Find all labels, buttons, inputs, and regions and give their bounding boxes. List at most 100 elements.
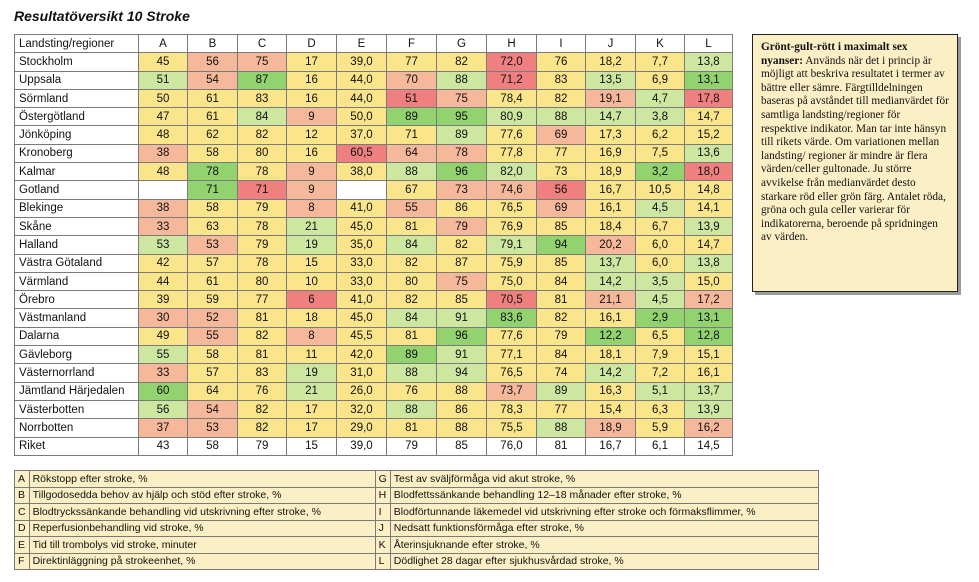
value-cell-i: 76 [536,52,586,72]
value-cell-l: 12,8 [684,326,733,347]
value-cell-h: 76,9 [486,216,537,237]
value-cell-f: 82 [386,253,437,273]
region-name: Kalmar [14,162,139,182]
value-cell-i: 83 [536,70,586,90]
value-cell-l: 14,7 [684,235,733,255]
value-cell-d: 8 [286,198,337,218]
legend-text: Tillgodosedda behov av hjälp och stöd ef… [28,486,376,504]
region-name: Dalarna [14,326,139,347]
value-cell-f: 89 [386,107,437,127]
value-cell-g: 82 [436,52,487,72]
value-cell-l: 15,2 [684,125,733,145]
value-cell-a: 45 [138,52,188,72]
value-cell-e: 33,0 [336,253,387,273]
value-cell-i: 88 [536,107,586,127]
value-cell-k: 6,0 [635,253,685,273]
table-row: Västra Götaland 42 57 78 15 33,0 82 87 75,9 85 13,… [14,253,733,273]
value-cell-c: 78 [237,162,287,182]
table-row: Stockholm 45 56 75 17 39,0 77 82 72,0 76 18,2 7,7 13… [14,52,733,72]
value-cell-i: 85 [536,216,586,237]
value-cell-i: 77 [536,399,586,420]
value-cell-a: 53 [138,235,188,255]
value-cell-i: 94 [536,235,586,255]
value-cell-b: 58 [187,198,238,218]
value-cell-d: 6 [286,290,337,310]
value-cell-h: 80,9 [486,107,537,127]
legend-text: Reperfusionbehandling vid stroke, % [28,519,376,537]
value-cell-g: 94 [436,363,487,383]
region-name: Uppsala [14,70,139,90]
value-cell-k: 4,5 [635,290,685,310]
value-cell-c: 78 [237,216,287,237]
value-cell-h: 72,0 [486,52,537,72]
value-cell-l: 15,1 [684,345,733,365]
table-row: Västerbotten 56 54 82 17 32,0 88 86 78,3 77 15,4 6,… [14,399,733,420]
table-row: Uppsala 51 54 87 16 44,0 70 88 71,2 83 13,5 6,9 13,1 [14,70,733,90]
value-cell-c: 81 [237,345,287,365]
value-cell-b: 78 [187,162,238,182]
table-row: Östergötland 47 61 84 9 50,0 89 95 80,9 88 14,7 3,8… [14,107,733,127]
value-cell-e: 41,0 [336,290,387,310]
header-col-j: J [585,33,636,54]
value-cell-e: 45,0 [336,216,387,237]
value-cell-f: 88 [386,399,437,420]
value-cell-g: 75 [436,271,487,292]
header-col-f: F [386,33,437,54]
value-cell-g: 86 [436,399,487,420]
value-cell-i: 89 [536,381,586,401]
value-cell-c: 78 [237,253,287,273]
value-cell-k: 7,7 [635,52,685,72]
legend-key: F [14,552,30,570]
header-region: Landsting/regioner [14,33,139,54]
value-cell-j: 12,2 [585,326,636,347]
note-heading: Grönt-gult-rött i maximalt sex nyanser: [761,41,908,67]
value-cell-a: 38 [138,198,188,218]
value-cell-i: 81 [536,290,586,310]
header-col-g: G [436,33,487,54]
table-row: Halland 53 53 79 19 35,0 84 82 79,1 94 20,2 6,0 14,7 [14,235,733,255]
value-cell-g: 88 [436,70,487,90]
value-cell-d: 16 [286,88,337,109]
value-cell-j: 16,7 [585,436,636,456]
region-name: Östergötland [14,107,139,127]
region-name: Gotland [14,180,139,200]
value-cell-g: 88 [436,381,487,401]
legend-key: G [374,470,391,488]
value-cell-h: 75,5 [486,418,537,438]
value-cell-a: 56 [138,399,188,420]
value-cell-d: 19 [286,235,337,255]
region-name: Västernorrland [14,363,139,383]
value-cell-j: 18,2 [585,52,636,72]
value-cell-i: 85 [536,253,586,273]
table-row: Norrbotten 37 53 82 17 29,0 81 88 75,5 88 18,9 5,9 1… [14,418,733,438]
value-cell-j: 14,2 [585,271,636,292]
value-cell-k: 6,9 [635,70,685,90]
value-cell-j: 17,3 [585,125,636,145]
legend-text: Direktinläggning på strokeenhet, % [28,552,376,570]
value-cell-f: 82 [386,290,437,310]
value-cell-f: 80 [386,271,437,292]
value-cell-j: 18,1 [585,345,636,365]
value-cell-a: 48 [138,125,188,145]
value-cell-j: 14,7 [585,107,636,127]
value-cell-j: 16,9 [585,143,636,164]
table-row: Kronoberg 38 58 80 16 60,5 64 78 77,8 77 16,9 7,5 13… [14,143,733,164]
value-cell-c: 76 [237,381,287,401]
value-cell-l: 14,1 [684,198,733,218]
value-cell-j: 18,9 [585,418,636,438]
value-cell-b: 54 [187,399,238,420]
value-cell-l: 13,6 [684,143,733,164]
value-cell-i: 88 [536,418,586,438]
value-cell-e: 41,0 [336,198,387,218]
value-cell-h: 77,1 [486,345,537,365]
value-cell-h: 70,5 [486,290,537,310]
value-cell-k: 6,2 [635,125,685,145]
value-cell-g: 96 [436,326,487,347]
value-cell-h: 77,6 [486,326,537,347]
value-cell-d: 18 [286,308,337,328]
value-cell-j: 15,4 [585,399,636,420]
value-cell-a: 33 [138,363,188,383]
value-cell-g: 96 [436,162,487,182]
value-cell-h: 76,0 [486,436,537,456]
table-row: Västernorrland 33 57 83 19 31,0 88 94 76,5 74 14,2… [14,363,733,383]
